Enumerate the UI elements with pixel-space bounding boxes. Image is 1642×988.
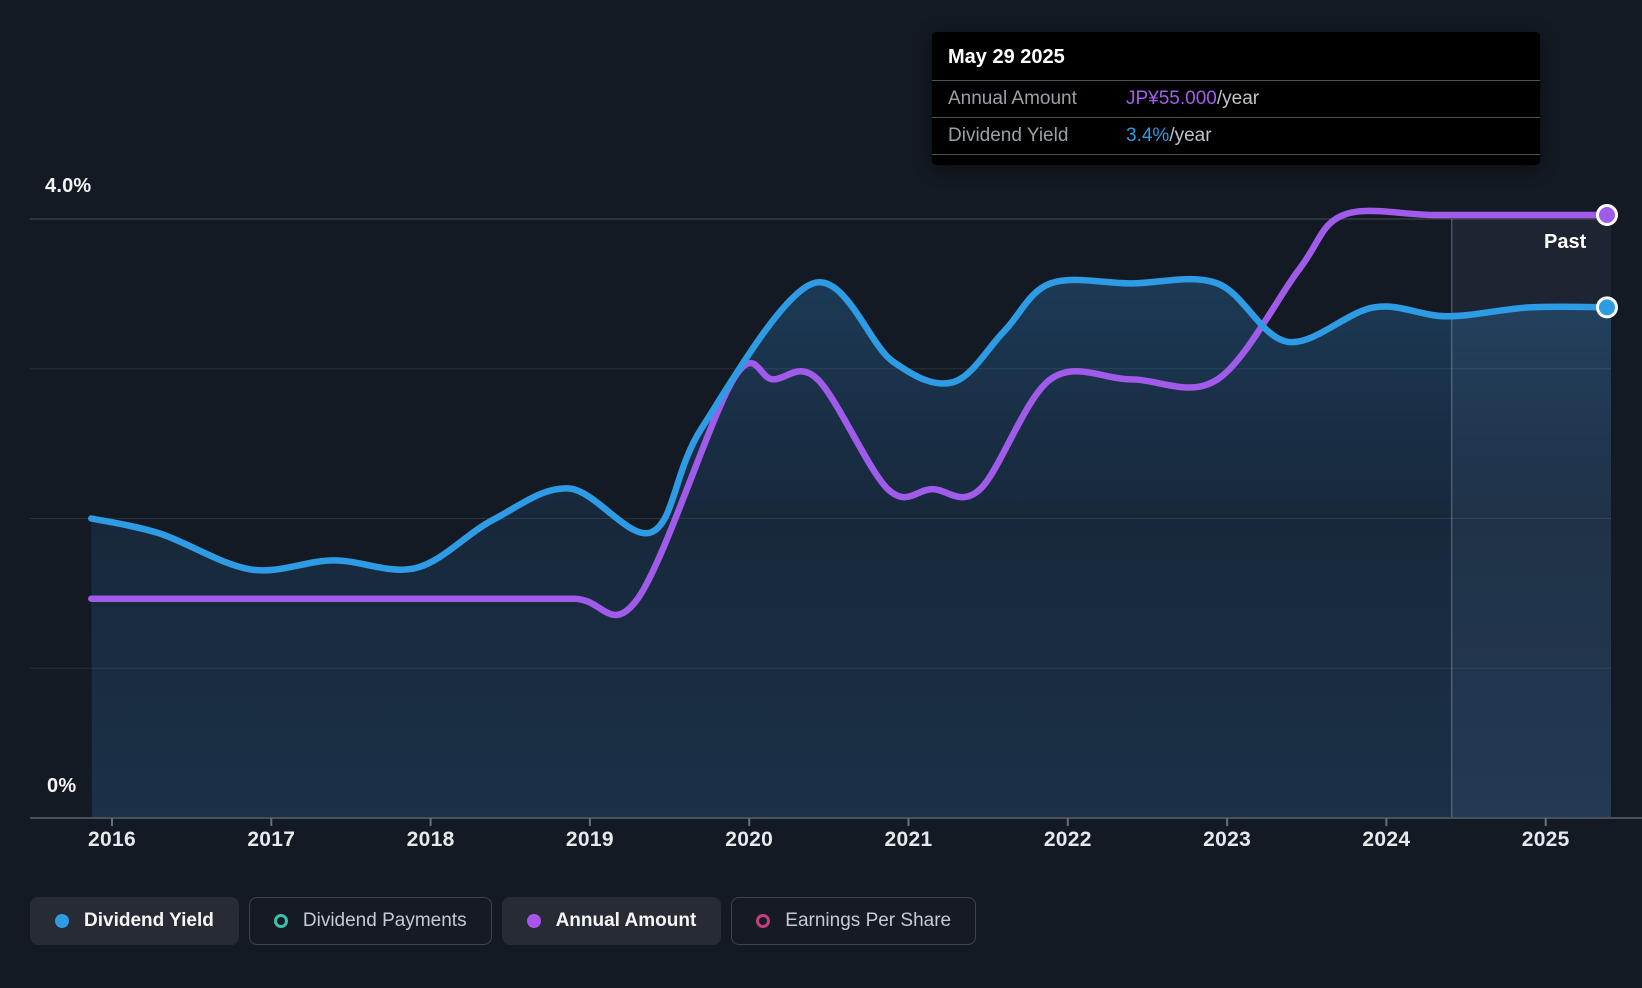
x-tick-label-2020: 2020 — [725, 828, 774, 851]
x-tick-label-2018: 2018 — [406, 828, 455, 851]
annual-amount-dot-icon — [526, 914, 541, 928]
dividend-yield-dot-icon — [55, 914, 69, 928]
tooltip-date: May 29 2025 — [948, 46, 1065, 68]
legend-label: Dividend Yield — [84, 910, 214, 931]
dividend-yield-area — [91, 279, 1611, 819]
y-axis-bottom-label: 0% — [47, 775, 77, 797]
x-tick-label-2016: 2016 — [88, 828, 136, 851]
tooltip-suffix: /year — [1216, 88, 1260, 109]
dividend-payments-circle-icon — [273, 914, 288, 928]
legend-label: Dividend Payments — [302, 910, 467, 931]
x-tick-label-2019: 2019 — [565, 828, 614, 851]
annual-amount-end-marker — [1596, 204, 1618, 226]
x-tick-label-2021: 2021 — [884, 828, 933, 851]
legend-label: Annual Amount — [555, 910, 697, 931]
x-tick-label-2025: 2025 — [1521, 828, 1570, 851]
tooltip-value: JP¥55.000 — [1126, 88, 1217, 109]
legend-label: Earnings Per Share — [785, 910, 952, 931]
tooltip-suffix: /year — [1169, 125, 1212, 146]
x-tick-label-2022: 2022 — [1043, 828, 1092, 851]
tooltip-label: Annual Amount — [948, 88, 1077, 109]
tooltip-row-dividend-yield: Dividend Yield 3.4% /year — [932, 117, 1540, 155]
legend-earnings-per-share-button[interactable]: Earnings Per Share — [731, 897, 977, 945]
x-tick-label-2023: 2023 — [1203, 828, 1252, 851]
dividend-yield-end-marker — [1596, 296, 1618, 319]
y-axis-top-label: 4.0% — [45, 175, 92, 197]
x-tick-label-2017: 2017 — [247, 828, 296, 851]
past-label: Past — [1544, 231, 1587, 253]
tooltip-value: 3.4% — [1126, 125, 1170, 146]
x-tick-label-2024: 2024 — [1362, 828, 1411, 851]
dividend-yield-line — [88, 275, 1615, 574]
legend-dividend-yield-button[interactable]: Dividend Yield — [30, 897, 239, 945]
legend-annual-amount-button[interactable]: Annual Amount — [501, 897, 722, 945]
dividend-history-chart[interactable] — [0, 0, 1642, 860]
annual-amount-line — [88, 207, 1615, 619]
tooltip-row-annual-amount: Annual Amount JP¥55.000 /year — [932, 80, 1540, 117]
hover-highlight-band — [1451, 219, 1611, 818]
earnings-per-share-circle-icon — [756, 914, 771, 928]
chart-tooltip: May 29 2025 Annual Amount JP¥55.000 /yea… — [932, 32, 1540, 165]
legend-dividend-payments-button[interactable]: Dividend Payments — [248, 897, 492, 945]
chart-legend: Dividend Yield Dividend Payments Annual … — [30, 897, 977, 945]
tooltip-label: Dividend Yield — [948, 125, 1069, 146]
